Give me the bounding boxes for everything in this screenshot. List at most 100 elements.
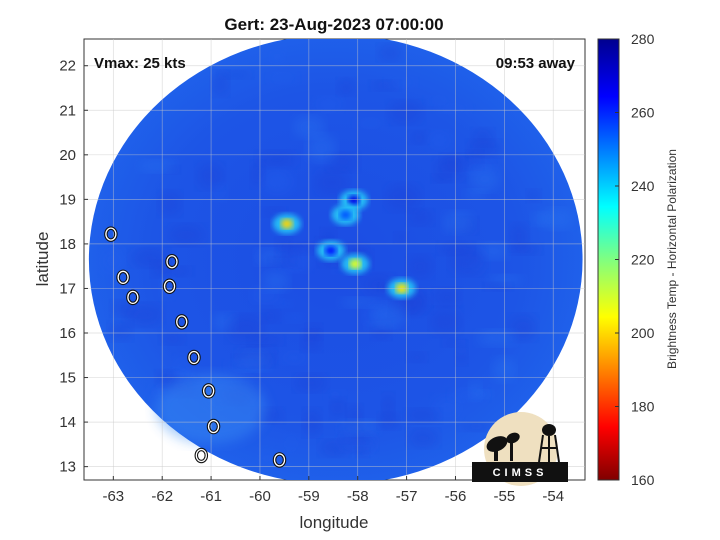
y-tick-label: 16 [59,325,76,342]
texture-blob [454,338,469,355]
island-outline [194,447,209,464]
texture-blob [100,247,125,275]
texture-blob [330,397,346,419]
convection-core [280,218,293,229]
texture-blob [108,321,133,341]
texture-blob [337,78,356,96]
convection-core [324,245,337,256]
island-outline [116,269,130,286]
texture-blob [326,152,359,172]
texture-blob [479,242,509,260]
convection-core [349,258,362,269]
texture-blob [315,169,349,195]
y-tick-label: 22 [59,58,76,75]
texture-blob [459,421,495,432]
water-tower-icon [538,424,560,463]
texture-blob [526,189,542,202]
texture-blob [431,174,451,184]
texture-blob [284,435,299,453]
x-tick-label: -55 [494,488,516,505]
satellite-dish-icon [486,432,520,461]
y-axis-label: latitude [33,232,52,287]
colorbar: 160 180 200 220 240 260 280 Brightness Temp - … [597,31,679,488]
x-tick-label: -57 [396,488,418,505]
colorbar-tick-label: 180 [631,399,655,415]
texture-blob [385,183,422,212]
y-tick-label: 20 [59,147,76,164]
texture-blob [407,428,440,448]
texture-blob [378,412,400,430]
x-tick-label: -56 [445,488,467,505]
texture-blob [509,223,529,251]
texture-blob [406,352,428,363]
texture-blob [218,70,253,80]
texture-blob [130,248,168,268]
texture-blob [406,254,433,279]
texture-blob [433,288,461,307]
island-outline [126,289,140,306]
texture-blob [257,151,297,169]
cimss-logo: CIMSS [472,412,568,486]
texture-blob [262,270,290,292]
island-outline [104,226,118,242]
texture-blob [138,159,176,173]
texture-blob [294,374,328,392]
island-outline [206,418,221,435]
figure-title: Gert: 23-Aug-2023 07:00:00 [224,15,443,34]
x-tick-label: -60 [249,488,271,505]
x-tick-label: -59 [298,488,320,505]
texture-blob [261,168,294,195]
texture-blob [266,49,288,65]
texture-blob [279,351,308,364]
texture-blob [196,162,224,190]
island-outline [272,452,287,468]
texture-blob [258,447,275,469]
texture-blob [313,96,343,113]
texture-blob [509,314,537,341]
texture-blob [468,139,501,158]
x-axis-label: longitude [299,513,368,532]
texture-blob [427,130,451,151]
colorbar-tick-label: 280 [631,31,655,47]
island-outline [165,253,179,270]
texture-blob [405,408,440,424]
colorbar-label: Brightness Temp - Horizontal Polarizatio… [665,149,679,369]
swath-texture [100,44,574,469]
texture-blob [443,211,474,234]
texture-blob [279,249,312,272]
y-tick-label: 18 [59,236,76,253]
texture-blob [336,428,360,454]
texture-blob [409,131,429,144]
texture-blob [492,357,516,382]
texture-blob [250,161,265,188]
x-tick-label: -61 [200,488,222,505]
texture-blob [434,104,473,113]
time-away-label: 09:53 away [496,55,576,72]
texture-blob [540,208,574,230]
texture-blob [377,44,403,61]
texture-blob [353,118,388,128]
texture-blob [430,308,462,336]
y-tick-label: 19 [59,191,76,208]
cimss-logo-text: CIMSS [493,467,548,479]
texture-blob [431,395,463,421]
texture-blob [167,224,205,246]
texture-blob [306,134,337,162]
x-tick-label: -62 [151,488,173,505]
y-tick-label: 14 [59,414,76,431]
vmax-label: Vmax: 25 kts [94,55,186,72]
texture-blob [324,390,346,400]
texture-blob [274,299,294,308]
texture-blob [225,359,262,373]
texture-blob [394,231,409,243]
texture-blob [449,388,489,402]
texture-blob [424,96,454,106]
texture-blob [388,100,423,124]
islands-layer [104,226,287,468]
y-tick-label: 13 [59,459,76,476]
texture-blob [301,330,322,352]
texture-blob [267,72,299,84]
island-outline [187,349,201,366]
convection-layer [272,190,416,299]
